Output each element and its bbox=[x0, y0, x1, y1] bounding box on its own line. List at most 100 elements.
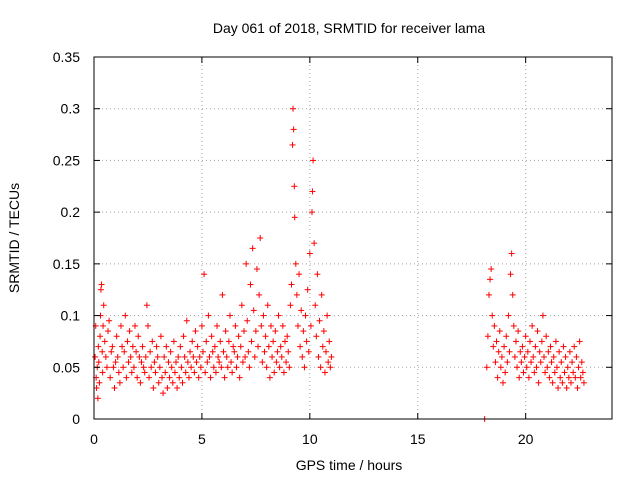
data-point bbox=[261, 348, 268, 355]
data-point bbox=[109, 343, 116, 350]
data-point bbox=[549, 379, 556, 386]
data-point bbox=[525, 374, 532, 381]
data-point bbox=[204, 359, 211, 366]
data-point bbox=[188, 364, 195, 371]
data-point bbox=[100, 322, 107, 329]
data-point bbox=[289, 105, 296, 112]
data-point bbox=[566, 348, 573, 355]
data-point bbox=[239, 359, 246, 366]
data-point bbox=[532, 343, 539, 350]
data-point bbox=[507, 271, 514, 278]
data-point bbox=[125, 359, 132, 366]
data-point bbox=[133, 348, 140, 355]
data-point bbox=[288, 281, 295, 288]
data-point bbox=[571, 343, 578, 350]
data-point bbox=[180, 333, 187, 340]
data-point bbox=[197, 364, 204, 371]
data-point bbox=[520, 369, 527, 376]
data-point bbox=[521, 353, 528, 360]
data-point bbox=[298, 307, 305, 314]
data-point bbox=[238, 302, 245, 309]
y-tick-labels: 0 0.05 0.1 0.15 0.2 0.25 0.3 0.35 bbox=[53, 49, 80, 427]
data-point bbox=[105, 328, 112, 335]
data-point bbox=[560, 343, 567, 350]
data-point bbox=[301, 364, 308, 371]
data-point bbox=[533, 364, 540, 371]
data-point bbox=[140, 364, 147, 371]
data-point bbox=[108, 348, 115, 355]
data-point bbox=[107, 374, 114, 381]
data-point bbox=[139, 343, 146, 350]
data-point bbox=[316, 317, 323, 324]
data-point bbox=[504, 359, 511, 366]
data-point bbox=[237, 343, 244, 350]
data-point bbox=[129, 343, 136, 350]
data-point bbox=[253, 266, 260, 273]
data-point bbox=[270, 338, 277, 345]
data-point bbox=[132, 322, 139, 329]
data-point bbox=[170, 338, 177, 345]
data-point bbox=[154, 353, 161, 360]
data-point bbox=[487, 276, 494, 283]
x-tick-labels: 0 5 10 15 20 bbox=[90, 431, 534, 447]
data-point bbox=[208, 333, 215, 340]
data-point bbox=[117, 322, 124, 329]
data-point bbox=[192, 328, 199, 335]
data-point bbox=[547, 343, 554, 350]
data-point bbox=[218, 364, 225, 371]
data-point bbox=[536, 348, 543, 355]
data-point bbox=[222, 328, 229, 335]
data-point bbox=[207, 374, 214, 381]
data-point bbox=[304, 286, 311, 293]
data-point bbox=[216, 359, 223, 366]
data-point bbox=[275, 312, 282, 319]
data-point bbox=[135, 333, 142, 340]
y-tick-label: 0.05 bbox=[53, 359, 80, 375]
data-point bbox=[212, 369, 219, 376]
data-point bbox=[537, 359, 544, 366]
data-point bbox=[175, 353, 182, 360]
data-point bbox=[290, 126, 297, 133]
tick-marks bbox=[93, 56, 612, 420]
data-point bbox=[182, 369, 189, 376]
data-point bbox=[115, 369, 122, 376]
data-point bbox=[233, 364, 240, 371]
data-point bbox=[260, 312, 267, 319]
data-point bbox=[257, 235, 264, 241]
data-point bbox=[169, 379, 176, 386]
data-point bbox=[518, 359, 525, 366]
data-point bbox=[147, 348, 154, 355]
data-point bbox=[244, 317, 251, 324]
data-point bbox=[234, 353, 241, 360]
data-point bbox=[570, 369, 577, 376]
data-point bbox=[511, 353, 518, 360]
data-point bbox=[265, 343, 272, 350]
data-point bbox=[563, 384, 570, 391]
data-point bbox=[258, 322, 265, 329]
data-point bbox=[519, 343, 526, 350]
data-point bbox=[241, 328, 248, 335]
data-point bbox=[191, 369, 198, 376]
data-point bbox=[242, 353, 249, 360]
data-point bbox=[113, 333, 120, 340]
data-point bbox=[514, 364, 521, 371]
data-point bbox=[577, 374, 584, 381]
data-point bbox=[111, 384, 118, 391]
data-point bbox=[517, 348, 524, 355]
data-point bbox=[248, 338, 255, 345]
data-point bbox=[99, 369, 106, 376]
data-point bbox=[173, 359, 180, 366]
y-tick-label: 0.1 bbox=[61, 308, 81, 324]
data-point bbox=[100, 302, 107, 309]
data-point bbox=[165, 359, 172, 366]
data-point bbox=[177, 343, 184, 350]
data-point bbox=[529, 322, 536, 329]
data-point bbox=[546, 374, 553, 381]
data-point bbox=[114, 353, 121, 360]
data-point bbox=[224, 364, 231, 371]
data-point bbox=[569, 359, 576, 366]
data-point bbox=[291, 183, 298, 190]
x-tick-label: 5 bbox=[198, 431, 206, 447]
data-point bbox=[283, 359, 290, 366]
y-tick-label: 0.35 bbox=[53, 49, 80, 65]
